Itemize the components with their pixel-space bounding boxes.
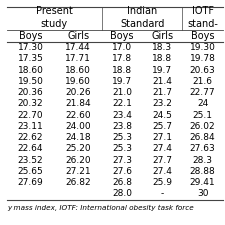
Text: 20.32: 20.32 <box>18 99 43 108</box>
Text: -: - <box>161 189 164 198</box>
Text: 26.8: 26.8 <box>112 178 132 187</box>
Text: 19.30: 19.30 <box>190 43 216 52</box>
Text: 22.60: 22.60 <box>65 111 91 120</box>
Text: 24.18: 24.18 <box>65 133 91 142</box>
Text: 26.20: 26.20 <box>65 156 91 165</box>
Text: 21.4: 21.4 <box>152 77 172 86</box>
Text: 25.7: 25.7 <box>152 122 172 131</box>
Text: 25.1: 25.1 <box>193 111 213 120</box>
Text: 30: 30 <box>197 189 208 198</box>
Text: IOTF
stand-: IOTF stand- <box>187 6 218 29</box>
Text: 22.70: 22.70 <box>18 111 43 120</box>
Text: 22.64: 22.64 <box>18 144 43 153</box>
Text: 18.8: 18.8 <box>152 54 172 63</box>
Text: 28.88: 28.88 <box>190 167 216 176</box>
Text: Indian
Standard: Indian Standard <box>120 6 164 29</box>
Text: 25.3: 25.3 <box>112 144 132 153</box>
Text: 19.7: 19.7 <box>152 66 172 75</box>
Text: 18.60: 18.60 <box>18 66 43 75</box>
Text: 25.3: 25.3 <box>112 133 132 142</box>
Text: 18.8: 18.8 <box>112 66 132 75</box>
Text: 26.82: 26.82 <box>65 178 91 187</box>
Text: 19.78: 19.78 <box>190 54 216 63</box>
Text: 21.7: 21.7 <box>152 88 172 97</box>
Text: 19.60: 19.60 <box>65 77 91 86</box>
Text: 18.60: 18.60 <box>65 66 91 75</box>
Text: 23.4: 23.4 <box>112 111 132 120</box>
Text: 27.3: 27.3 <box>112 156 132 165</box>
Text: 27.63: 27.63 <box>190 144 216 153</box>
Text: 23.8: 23.8 <box>112 122 132 131</box>
Text: 19.50: 19.50 <box>18 77 43 86</box>
Text: 21.84: 21.84 <box>65 99 91 108</box>
Text: Boys: Boys <box>19 31 42 41</box>
Text: 22.1: 22.1 <box>112 99 132 108</box>
Text: 17.35: 17.35 <box>18 54 43 63</box>
Text: 23.52: 23.52 <box>18 156 43 165</box>
Text: 27.4: 27.4 <box>152 167 172 176</box>
Text: 28.0: 28.0 <box>112 189 132 198</box>
Text: 24.00: 24.00 <box>65 122 91 131</box>
Text: 25.20: 25.20 <box>65 144 91 153</box>
Text: Girls: Girls <box>67 31 89 41</box>
Text: 20.26: 20.26 <box>65 88 91 97</box>
Text: 17.71: 17.71 <box>65 54 91 63</box>
Text: 24.5: 24.5 <box>152 111 172 120</box>
Text: Boys: Boys <box>110 31 134 41</box>
Text: y mass index, IOTF: International obesity task force: y mass index, IOTF: International obesit… <box>7 205 194 211</box>
Text: 27.69: 27.69 <box>18 178 43 187</box>
Text: 29.41: 29.41 <box>190 178 215 187</box>
Text: 27.21: 27.21 <box>65 167 91 176</box>
Text: 21.0: 21.0 <box>112 88 132 97</box>
Text: 21.6: 21.6 <box>193 77 213 86</box>
Text: 19.7: 19.7 <box>112 77 132 86</box>
Text: 27.6: 27.6 <box>112 167 132 176</box>
Text: Girls: Girls <box>151 31 173 41</box>
Text: 26.02: 26.02 <box>190 122 215 131</box>
Text: 22.62: 22.62 <box>18 133 43 142</box>
Text: 27.1: 27.1 <box>152 133 172 142</box>
Text: 24: 24 <box>197 99 208 108</box>
Text: 17.0: 17.0 <box>112 43 132 52</box>
Text: Present
study: Present study <box>36 6 73 29</box>
Text: 25.9: 25.9 <box>152 178 172 187</box>
Text: 26.84: 26.84 <box>190 133 215 142</box>
Text: 20.36: 20.36 <box>18 88 43 97</box>
Text: 20.63: 20.63 <box>190 66 216 75</box>
Text: 27.7: 27.7 <box>152 156 172 165</box>
Text: 22.77: 22.77 <box>190 88 215 97</box>
Text: 17.30: 17.30 <box>18 43 43 52</box>
Text: 25.65: 25.65 <box>18 167 43 176</box>
Text: 23.2: 23.2 <box>152 99 172 108</box>
Text: Boys: Boys <box>191 31 214 41</box>
Text: 27.4: 27.4 <box>152 144 172 153</box>
Text: 23.11: 23.11 <box>18 122 43 131</box>
Text: 28.3: 28.3 <box>193 156 213 165</box>
Text: 18.3: 18.3 <box>152 43 172 52</box>
Text: 17.8: 17.8 <box>112 54 132 63</box>
Text: 17.44: 17.44 <box>65 43 91 52</box>
